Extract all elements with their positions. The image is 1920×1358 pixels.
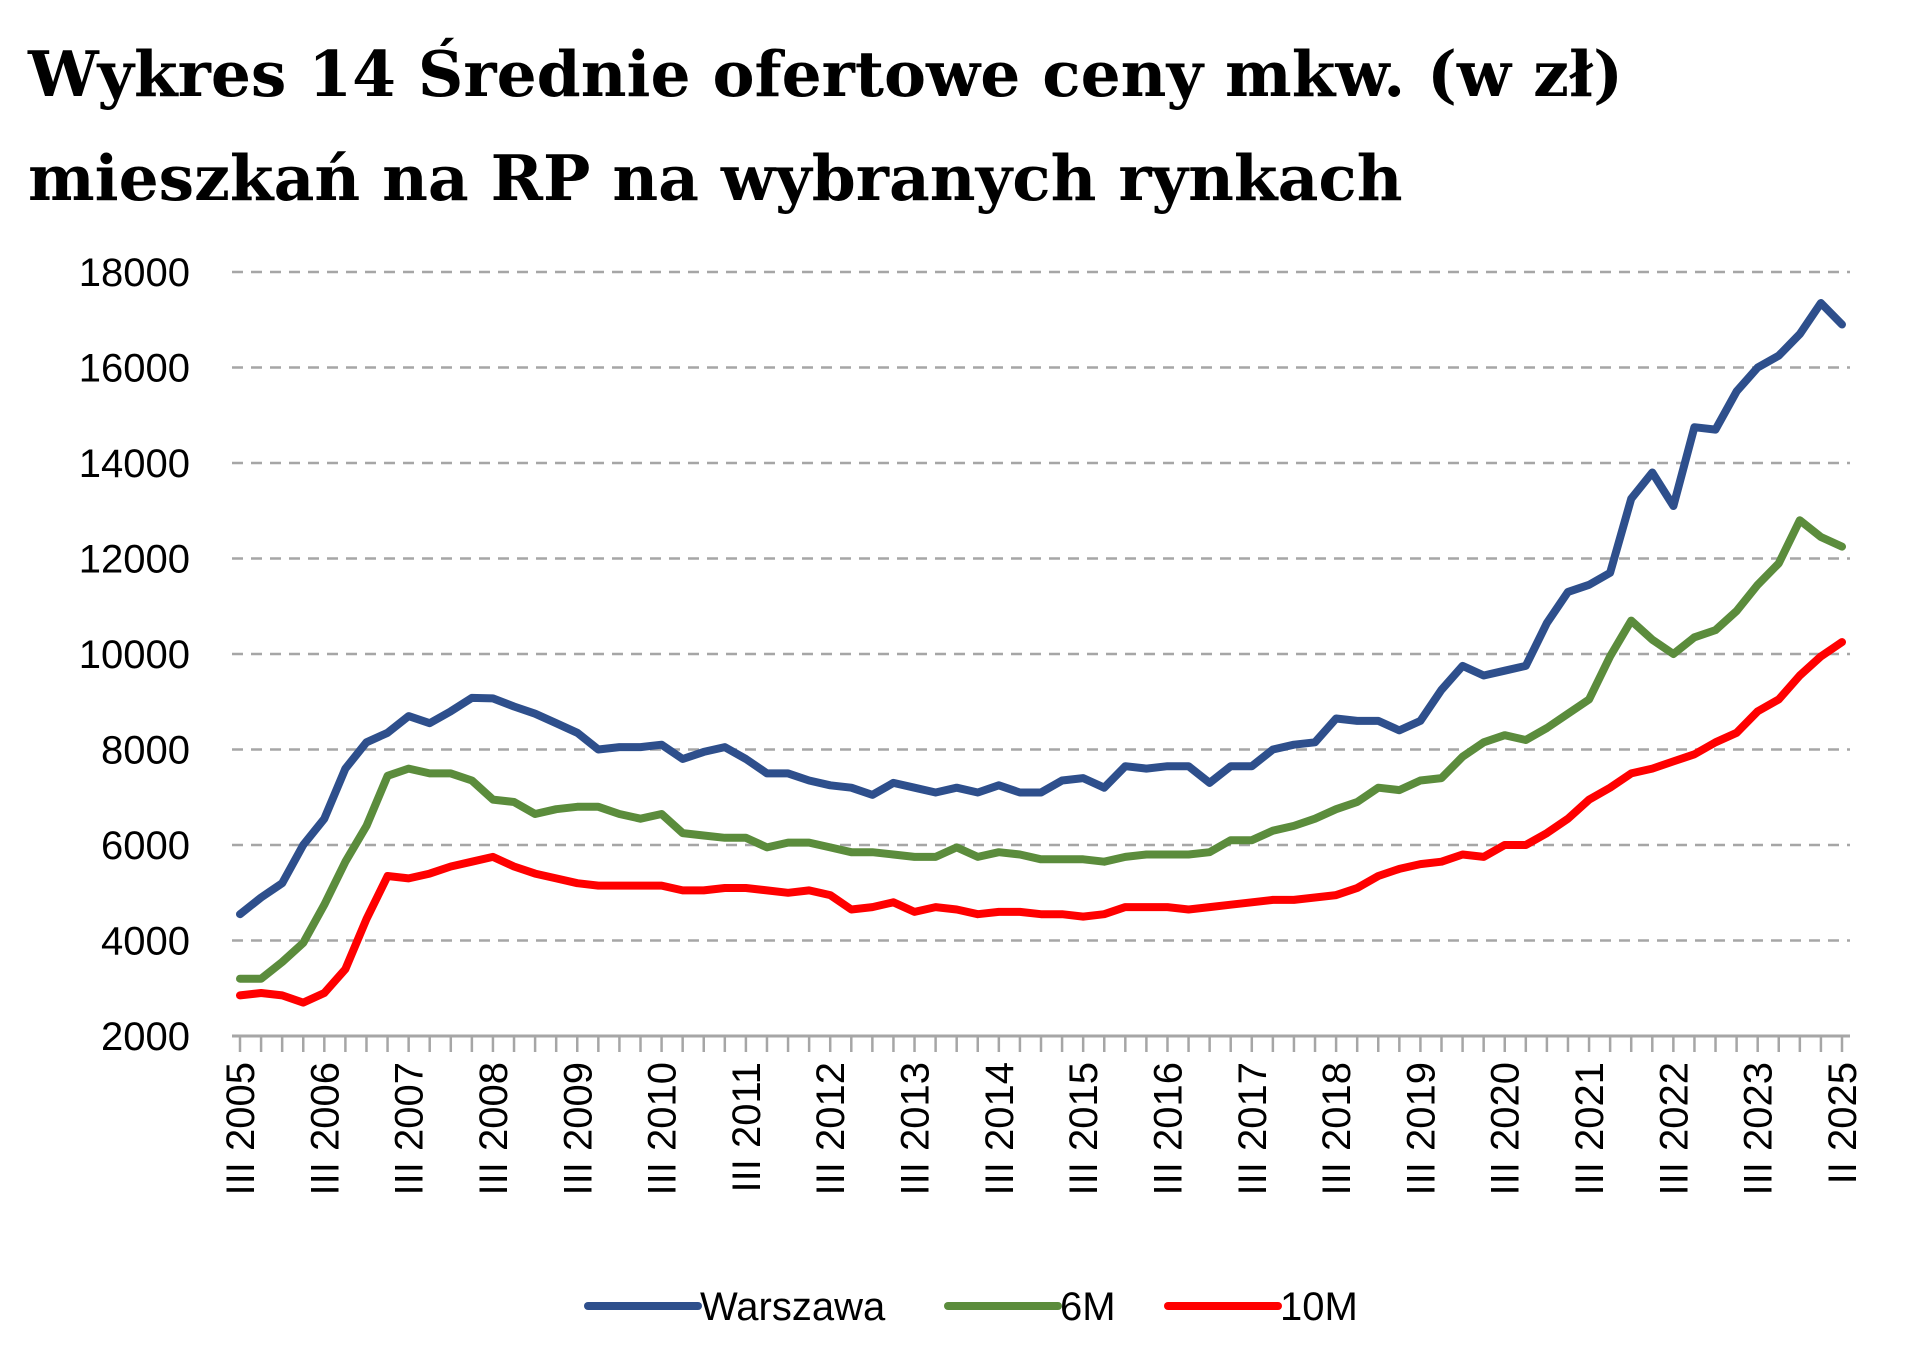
x-tick-label: III 2009 [556,1062,600,1195]
y-tick-label: 12000 [79,538,190,582]
legend-label: Warszawa [700,1285,886,1329]
y-tick-label: 18000 [79,251,190,295]
x-tick-label: III 2016 [1146,1062,1190,1195]
gridlines [232,270,1850,942]
x-tick-label: III 2015 [1062,1062,1106,1195]
y-tick-label: 6000 [101,824,190,868]
x-tick-label: III 2023 [1737,1062,1781,1195]
series-lines [236,299,1846,1007]
x-tick-label: III 2017 [1231,1062,1275,1195]
x-tick-label: III 2008 [472,1062,516,1195]
x-axis: III 2005 III 2006 III 2007 III 2008 III 2009… [219,1034,1865,1195]
x-tick-label: III 2012 [809,1062,853,1195]
x-tick-label: III 2013 [894,1062,938,1195]
y-tick-label: 14000 [79,442,190,486]
x-tick-label: III 2020 [1484,1062,1528,1195]
x-tick-label: III 2011 [725,1062,769,1192]
series-line-6m [236,516,1846,983]
x-tick-label: III 2010 [641,1062,685,1195]
legend-label: 6M [1060,1285,1116,1329]
x-tick-label: III 2018 [1315,1062,1359,1195]
x-tick-label: III 2022 [1652,1062,1696,1195]
chart-title-line-1: Wykres 14 Średnie ofertowe ceny mkw. (w … [28,37,1623,111]
x-tick-label: II 2025 [1821,1062,1865,1184]
y-tick-label: 2000 [101,1015,190,1059]
y-tick-label: 16000 [79,347,190,391]
y-tick-label: 10000 [79,633,190,677]
x-tick-label: III 2019 [1399,1062,1443,1195]
series-line-warszawa [236,299,1846,919]
series-line-10m [236,638,1846,1007]
x-tick-label: III 2014 [978,1062,1022,1195]
x-tick-label: III 2006 [303,1062,347,1195]
x-tick-label: III 2021 [1568,1062,1612,1195]
x-tick-label: III 2007 [388,1062,432,1195]
x-tick-label: III 2005 [219,1062,263,1195]
legend-label: 10M [1280,1285,1358,1329]
chart-title-line-2: mieszkań na RP na wybranych rynkach [28,141,1403,215]
y-axis-ticks: 2000 4000 6000 8000 10000 12000 14000 16000 1800… [79,251,190,1059]
legend: Warszawa 6M 10M [584,1285,1358,1329]
y-tick-label: 8000 [101,729,190,773]
chart-title: Wykres 14 Średnie ofertowe ceny mkw. (w … [28,22,1888,230]
y-tick-label: 4000 [101,920,190,964]
